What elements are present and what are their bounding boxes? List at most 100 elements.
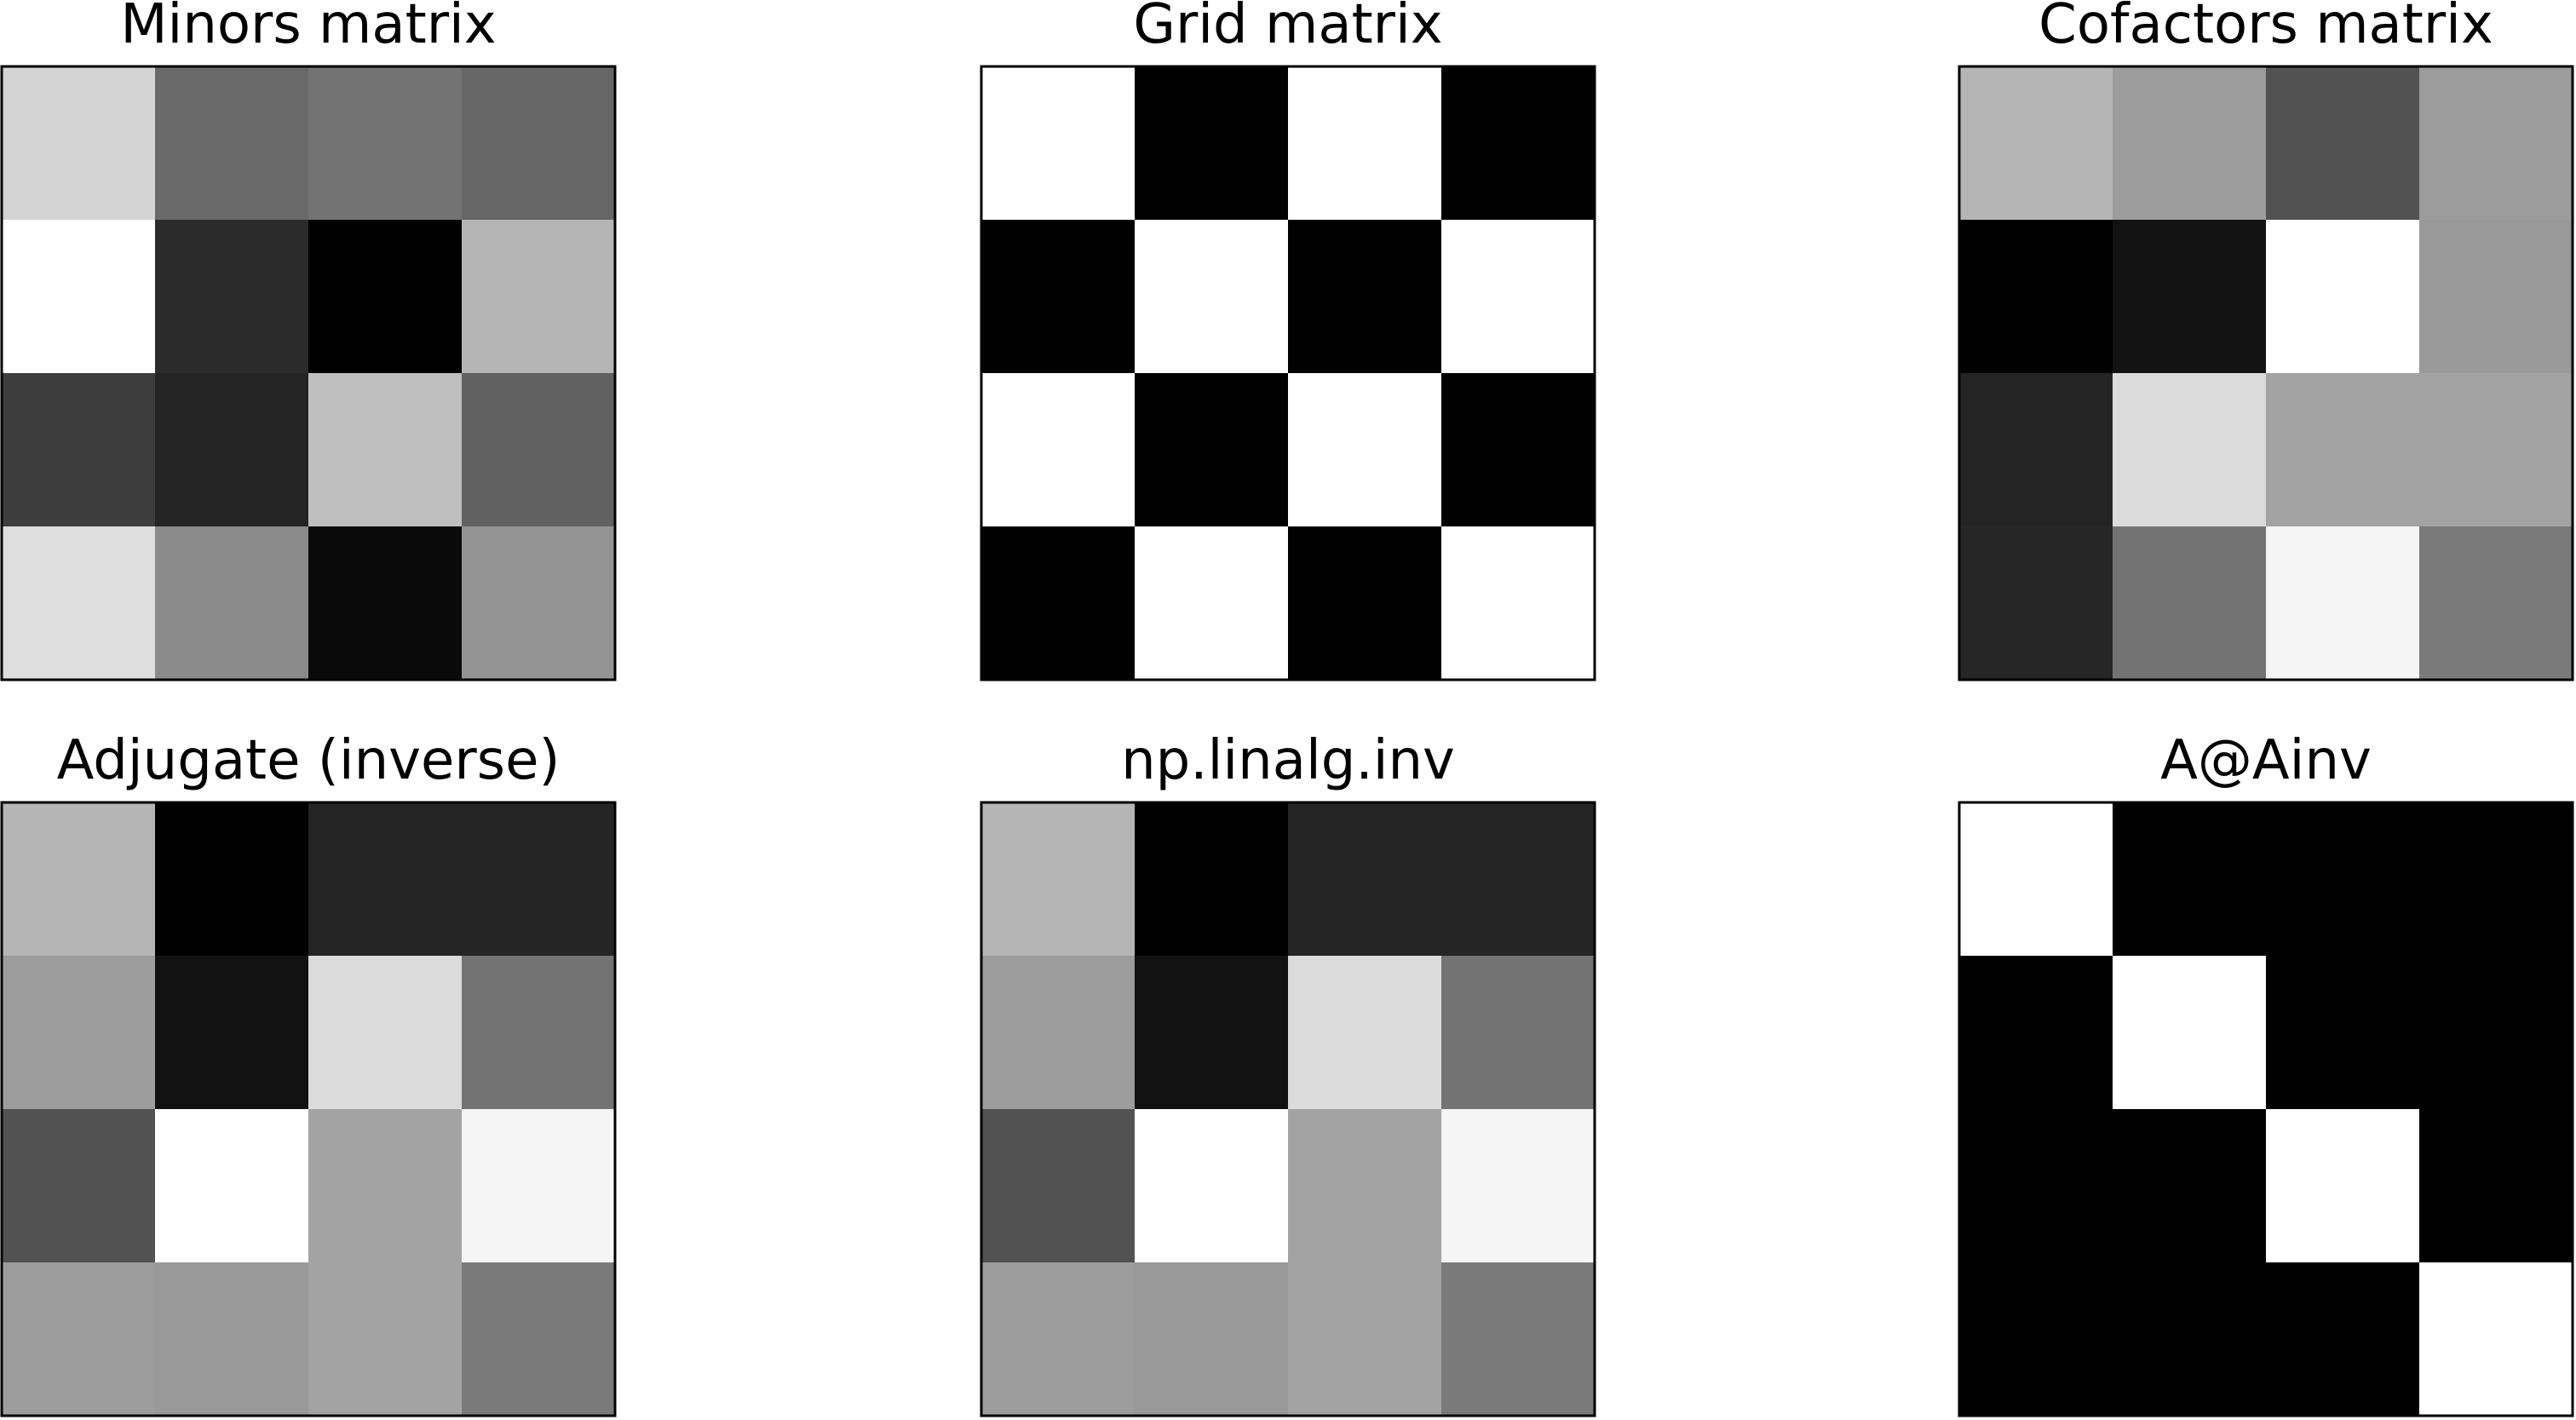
heatmap-cell	[2419, 220, 2573, 374]
panel-adjugate-inverse: Adjugate (inverse)	[0, 729, 617, 1417]
heatmap-cell	[462, 373, 616, 527]
heatmap-cell	[308, 220, 463, 374]
heatmap-cell	[2419, 373, 2573, 527]
heatmap-cell	[462, 220, 616, 374]
heatmap-cell	[308, 956, 463, 1110]
heatmap-cell	[2113, 1109, 2267, 1263]
heatmap-cell	[1441, 373, 1596, 527]
heatmap-cell	[981, 1109, 1136, 1263]
heatmap-cell	[1135, 1109, 1289, 1263]
heatmap-cell	[1959, 526, 2113, 681]
heatmap-cell	[2419, 526, 2573, 681]
panel-title-np-linalg-inv: np.linalg.inv	[1121, 729, 1455, 792]
heatmap-cell	[2, 1109, 156, 1263]
heatmap-cell	[2, 1262, 156, 1417]
heatmap-cell	[1959, 1262, 2113, 1417]
heatmap-cell	[308, 1109, 463, 1263]
heatmap-cell	[2419, 802, 2573, 957]
heatmap-cell	[2, 373, 156, 527]
heatmap-cell	[1288, 802, 1442, 957]
panel-minors-matrix: Minors matrix	[0, 0, 617, 681]
heatmap-cell	[2, 802, 156, 957]
heatmap-cell	[1441, 526, 1596, 681]
heatmap-cell	[2266, 526, 2420, 681]
heatmap-cell	[2266, 373, 2420, 527]
heatmap-cell	[308, 1262, 463, 1417]
heatmap-cell	[155, 66, 309, 221]
panel-title-adjugate: Adjugate (inverse)	[57, 729, 561, 792]
heatmap-cell	[1441, 66, 1596, 221]
heatmap-cells-adjugate	[2, 802, 616, 1417]
heatmap-cell	[2266, 1262, 2420, 1417]
axes-frame-np-linalg-inv	[980, 801, 1596, 1417]
heatmap-cell	[1288, 373, 1442, 527]
heatmap-cell	[1288, 66, 1442, 221]
heatmap-cell	[2113, 802, 2267, 957]
axes-frame-cofactors	[1958, 65, 2574, 681]
heatmap-cell	[155, 956, 309, 1110]
heatmap-cell	[1959, 802, 2113, 957]
heatmap-cell	[1959, 220, 2113, 374]
heatmap-cell	[2266, 1109, 2420, 1263]
heatmap-cells-np-linalg-inv	[981, 802, 1596, 1417]
panel-grid-matrix: Grid matrix	[980, 0, 1596, 681]
heatmap-cell	[2113, 1262, 2267, 1417]
heatmap-cell	[2266, 956, 2420, 1110]
heatmap-cell	[2113, 66, 2267, 221]
heatmap-cells-grid	[981, 66, 1596, 681]
heatmap-cell	[2113, 373, 2267, 527]
axes-frame-grid	[980, 65, 1596, 681]
heatmap-cell	[1959, 66, 2113, 221]
panel-title-cofactors: Cofactors matrix	[2038, 0, 2493, 56]
heatmap-cell	[1959, 373, 2113, 527]
heatmap-cell	[2419, 1109, 2573, 1263]
heatmap-cell	[1959, 956, 2113, 1110]
heatmap-cell	[1135, 66, 1289, 221]
heatmap-cell	[2113, 526, 2267, 681]
heatmap-cells-minors	[2, 66, 616, 681]
heatmap-cell	[981, 802, 1136, 957]
axes-frame-adjugate	[0, 801, 617, 1417]
heatmap-cell	[2266, 802, 2420, 957]
heatmap-cell	[981, 526, 1136, 681]
heatmap-cell	[1441, 220, 1596, 374]
panel-a-at-ainv: A@Ainv	[1958, 729, 2574, 1417]
heatmap-cell	[2419, 66, 2573, 221]
panel-title-a-at-ainv: A@Ainv	[2160, 729, 2372, 792]
heatmap-cell	[2, 220, 156, 374]
heatmap-cell	[1288, 220, 1442, 374]
heatmap-cell	[981, 1262, 1136, 1417]
heatmap-cell	[308, 373, 463, 527]
heatmap-cell	[1288, 956, 1442, 1110]
heatmap-cell	[155, 373, 309, 527]
heatmap-cells-cofactors	[1959, 66, 2573, 681]
heatmap-cell	[462, 1262, 616, 1417]
heatmap-cell	[1288, 1262, 1442, 1417]
heatmap-cell	[462, 526, 616, 681]
heatmap-cell	[1135, 220, 1289, 374]
heatmap-cell	[308, 66, 463, 221]
panel-title-minors: Minors matrix	[120, 0, 496, 56]
heatmap-cell	[308, 526, 463, 681]
heatmap-cell	[155, 526, 309, 681]
heatmap-cell	[155, 802, 309, 957]
heatmap-cell	[981, 956, 1136, 1110]
heatmap-cell	[1441, 956, 1596, 1110]
heatmap-cell	[1288, 1109, 1442, 1263]
heatmap-cell	[981, 220, 1136, 374]
panel-title-grid: Grid matrix	[1133, 0, 1442, 56]
heatmap-cell	[462, 802, 616, 957]
heatmap-cell	[1135, 373, 1289, 527]
heatmap-cell	[462, 1109, 616, 1263]
axes-frame-minors	[0, 65, 617, 681]
heatmap-cell	[1135, 956, 1289, 1110]
heatmap-cell	[1135, 526, 1289, 681]
heatmap-cell	[2113, 220, 2267, 374]
heatmap-cell	[2266, 66, 2420, 221]
heatmap-cells-a-at-ainv	[1959, 802, 2573, 1417]
heatmap-cell	[1441, 1262, 1596, 1417]
heatmap-cell	[2419, 1262, 2573, 1417]
heatmap-cell	[2, 526, 156, 681]
heatmap-cell	[1959, 1109, 2113, 1263]
